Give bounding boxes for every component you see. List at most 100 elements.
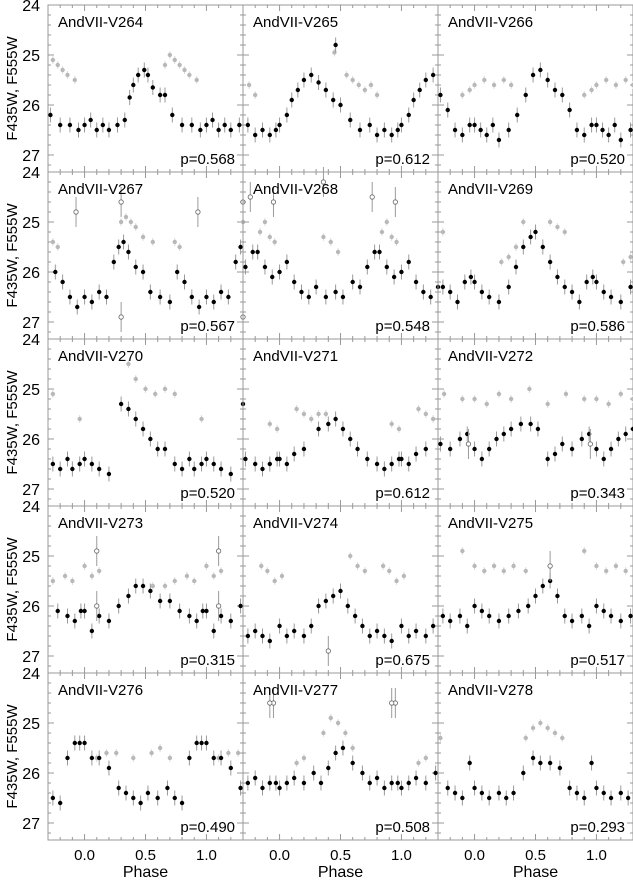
- data-point-f555w: [460, 132, 465, 138]
- data-point-f555w: [262, 264, 268, 270]
- data-point-f555w: [421, 289, 426, 295]
- data-point-f555w: [323, 87, 329, 93]
- data-point-f435w: [603, 77, 609, 83]
- data-point-f555w: [594, 122, 599, 128]
- data-point-f435w: [416, 406, 421, 412]
- data-point-f435w: [335, 720, 341, 726]
- data-point-f435w: [274, 426, 280, 432]
- data-point-f555w: [584, 279, 589, 285]
- data-point-f435w: [508, 82, 514, 88]
- data-point-f555w: [618, 137, 624, 143]
- data-point-f435w: [82, 563, 87, 569]
- data-point-f435w: [368, 82, 374, 88]
- data-point-f555w: [142, 67, 147, 73]
- data-point-f555w: [116, 785, 121, 791]
- panel-title: AndVII-V270: [58, 348, 143, 365]
- data-point-f435w: [55, 62, 60, 68]
- data-point-outlier: [94, 603, 100, 609]
- data-point-f555w: [490, 122, 496, 128]
- data-point-f555w: [326, 421, 331, 427]
- data-point-f555w: [111, 259, 117, 265]
- data-point-f555w: [423, 633, 429, 639]
- data-point-f555w: [399, 122, 404, 128]
- y-axis-label: F435W, F555W: [4, 36, 21, 141]
- data-point-outlier: [118, 199, 124, 205]
- panel-andvii-v269: AndVII-V269 p=0.586: [437, 171, 633, 340]
- data-point-f555w: [528, 234, 533, 240]
- y-tick-label: 24: [22, 666, 40, 683]
- data-point-f555w: [284, 259, 290, 265]
- x-tick-label: 0.5: [135, 847, 156, 864]
- data-point-f555w: [189, 122, 195, 128]
- data-point-f435w: [344, 72, 349, 78]
- data-point-f555w: [389, 780, 394, 786]
- data-point-f555w: [100, 122, 106, 128]
- data-point-f555w: [65, 755, 70, 761]
- data-point-f555w: [291, 451, 297, 457]
- data-point-f555w: [295, 87, 301, 93]
- x-tick-label: 0.0: [269, 847, 290, 864]
- data-point-f555w: [516, 608, 521, 614]
- data-point-f555w: [479, 456, 485, 462]
- data-point-f555w: [333, 42, 338, 48]
- data-point-f555w: [118, 401, 124, 407]
- data-point-f555w: [270, 274, 275, 280]
- data-point-f435w: [267, 234, 273, 240]
- data-point-f555w: [395, 127, 400, 133]
- data-point-f435w: [140, 234, 146, 240]
- data-point-f555w: [525, 603, 531, 609]
- data-point-f435w: [484, 401, 489, 407]
- data-point-f555w: [284, 633, 290, 639]
- period-label: p=0.517: [570, 652, 625, 669]
- data-point-f555w: [126, 593, 131, 599]
- data-point-f555w: [199, 461, 204, 467]
- data-point-f555w: [465, 623, 470, 629]
- data-point-f555w: [348, 117, 353, 123]
- data-point-f555w: [472, 785, 477, 791]
- data-point-f555w: [187, 456, 192, 462]
- data-point-f435w: [501, 568, 507, 574]
- data-point-f555w: [440, 613, 446, 619]
- y-tick-label: 25: [22, 48, 40, 65]
- data-point-f555w: [333, 416, 338, 422]
- data-point-f435w: [323, 411, 329, 417]
- y-tick-label: 25: [22, 549, 40, 566]
- data-point-f555w: [594, 279, 599, 285]
- data-point-f435w: [182, 67, 187, 73]
- data-point-f555w: [486, 613, 492, 619]
- data-point-f555w: [608, 795, 614, 801]
- data-point-f435w: [440, 229, 446, 235]
- data-point-f435w: [167, 755, 173, 761]
- data-point-f555w: [345, 603, 351, 609]
- data-point-f555w: [452, 790, 458, 796]
- data-point-f435w: [218, 568, 224, 574]
- data-point-f435w: [150, 239, 156, 245]
- data-point-f555w: [562, 613, 567, 619]
- data-point-f435w: [594, 396, 599, 402]
- data-point-f555w: [106, 471, 112, 477]
- data-point-f555w: [211, 299, 216, 305]
- data-point-f555w: [301, 77, 307, 83]
- data-point-f555w: [204, 608, 209, 614]
- data-point-f435w: [104, 750, 109, 756]
- data-point-f555w: [423, 446, 429, 452]
- period-label: p=0.612: [375, 151, 430, 168]
- data-point-f555w: [96, 289, 102, 295]
- data-point-f555w: [218, 755, 224, 761]
- data-point-f555w: [479, 289, 485, 295]
- data-point-f435w: [482, 568, 487, 574]
- data-point-f555w: [612, 122, 617, 128]
- data-point-f555w: [198, 127, 203, 133]
- data-point-f555w: [547, 760, 553, 766]
- data-point-f555w: [569, 289, 575, 295]
- data-point-f555w: [245, 633, 251, 639]
- data-point-f555w: [218, 289, 224, 295]
- data-point-f435w: [460, 548, 465, 554]
- data-point-f555w: [148, 436, 153, 442]
- data-point-f435w: [582, 396, 587, 402]
- data-point-f555w: [395, 780, 400, 786]
- data-point-f555w: [467, 122, 472, 128]
- data-point-outlier: [216, 548, 222, 554]
- data-point-f555w: [77, 461, 82, 467]
